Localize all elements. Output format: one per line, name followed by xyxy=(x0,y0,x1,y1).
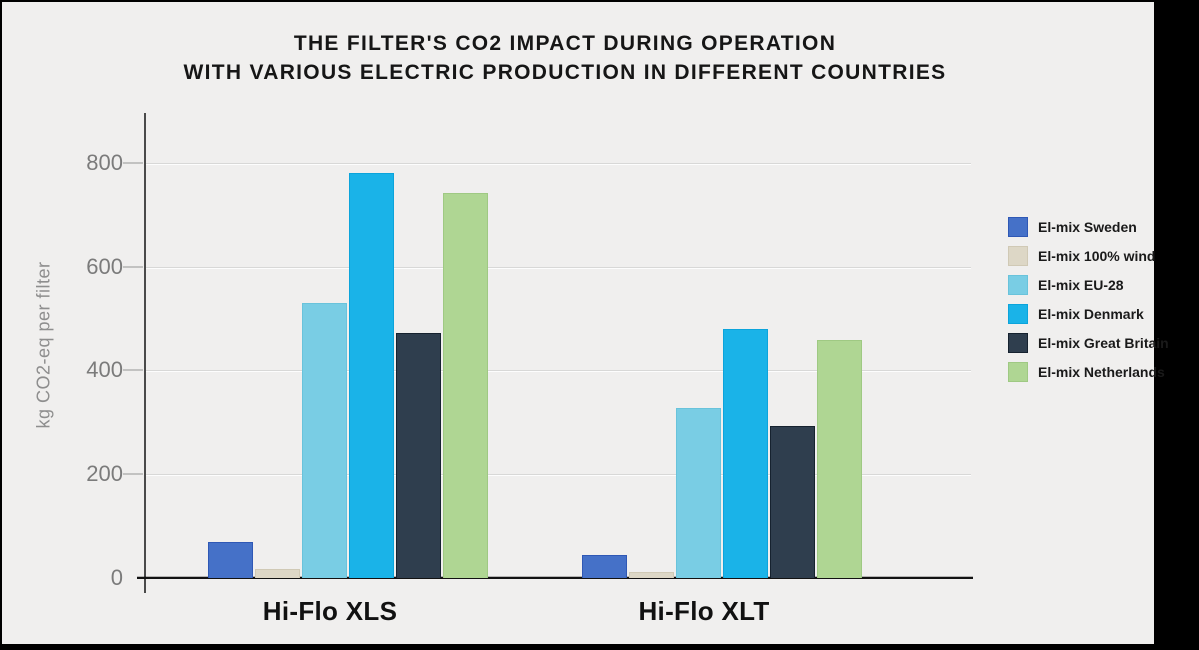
legend-swatch-el-mix-denmark xyxy=(1008,304,1028,324)
bar-hi-flo-xls-el-mix-great-britain xyxy=(396,333,441,578)
y-tick-mark-400 xyxy=(123,369,143,371)
gridline-800 xyxy=(145,163,971,164)
y-tick-mark-800 xyxy=(123,162,143,164)
chart-title-line-1: THE FILTER'S CO2 IMPACT DURING OPERATION xyxy=(293,32,837,55)
y-tick-mark-600 xyxy=(123,266,143,268)
y-tick-label-400: 400 xyxy=(86,357,123,382)
y-axis-line xyxy=(144,113,146,593)
x-axis-label-hi-flo-xlt: Hi-Flo XLT xyxy=(638,596,770,626)
bar-hi-flo-xls-el-mix-netherlands xyxy=(443,193,488,578)
bar-hi-flo-xls-el-mix-sweden xyxy=(208,542,253,578)
legend-label-el-mix-denmark: El-mix Denmark xyxy=(1038,306,1144,322)
chart-title: THE FILTER'S CO2 IMPACT DURING OPERATION… xyxy=(2,29,1128,87)
bar-hi-flo-xlt-el-mix-100-wind xyxy=(629,572,674,578)
legend-swatch-el-mix-great-britain xyxy=(1008,333,1028,353)
y-tick-label-0: 0 xyxy=(110,565,123,590)
legend-label-el-mix-netherlands: El-mix Netherlands xyxy=(1038,364,1165,380)
chart-title-line-2: WITH VARIOUS ELECTRIC PRODUCTION IN DIFF… xyxy=(183,61,947,84)
bar-hi-flo-xlt-el-mix-eu-28 xyxy=(676,408,721,578)
bar-hi-flo-xlt-el-mix-great-britain xyxy=(770,426,815,578)
x-axis-label-hi-flo-xls: Hi-Flo XLS xyxy=(262,596,398,626)
bar-hi-flo-xls-el-mix-denmark xyxy=(349,173,394,578)
legend-swatch-el-mix-100-wind xyxy=(1008,246,1028,266)
bar-hi-flo-xls-el-mix-100-wind xyxy=(255,569,300,578)
y-tick-label-200: 200 xyxy=(86,461,123,486)
legend-label-el-mix-eu-28: El-mix EU-28 xyxy=(1038,277,1124,293)
y-axis-title: kg CO2-eq per filter xyxy=(33,261,54,429)
x-axis-baseline xyxy=(137,577,973,579)
bar-hi-flo-xlt-el-mix-sweden xyxy=(582,555,627,578)
legend-label-el-mix-great-britain: El-mix Great Britain xyxy=(1038,335,1169,351)
legend-swatch-el-mix-sweden xyxy=(1008,217,1028,237)
legend-swatch-el-mix-netherlands xyxy=(1008,362,1028,382)
gridline-400 xyxy=(145,370,971,371)
chart-canvas: THE FILTER'S CO2 IMPACT DURING OPERATION… xyxy=(2,2,1169,644)
legend-label-el-mix-sweden: El-mix Sweden xyxy=(1038,219,1137,235)
legend-swatch-el-mix-eu-28 xyxy=(1008,275,1028,295)
gridline-200 xyxy=(145,474,971,475)
y-tick-label-600: 600 xyxy=(86,254,123,279)
y-tick-label-800: 800 xyxy=(86,150,123,175)
bar-hi-flo-xlt-el-mix-netherlands xyxy=(817,340,862,578)
legend-label-el-mix-100-wind: El-mix 100% wind xyxy=(1038,248,1156,264)
bar-hi-flo-xls-el-mix-eu-28 xyxy=(302,303,347,578)
bar-hi-flo-xlt-el-mix-denmark xyxy=(723,329,768,578)
gridline-600 xyxy=(145,267,971,268)
y-tick-mark-200 xyxy=(123,473,143,475)
